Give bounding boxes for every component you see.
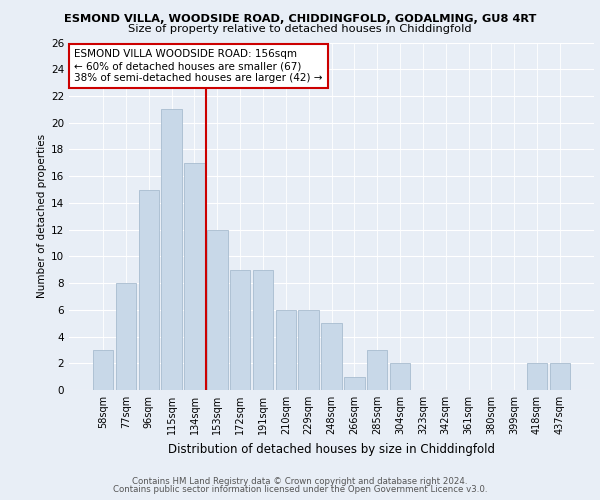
- Bar: [298, 310, 319, 390]
- Bar: [527, 364, 547, 390]
- Bar: [93, 350, 113, 390]
- Bar: [116, 283, 136, 390]
- Bar: [207, 230, 227, 390]
- Text: ESMOND VILLA, WOODSIDE ROAD, CHIDDINGFOLD, GODALMING, GU8 4RT: ESMOND VILLA, WOODSIDE ROAD, CHIDDINGFOL…: [64, 14, 536, 24]
- Bar: [275, 310, 296, 390]
- Bar: [550, 364, 570, 390]
- Bar: [184, 163, 205, 390]
- Bar: [321, 323, 342, 390]
- Bar: [253, 270, 273, 390]
- Text: ESMOND VILLA WOODSIDE ROAD: 156sqm
← 60% of detached houses are smaller (67)
38%: ESMOND VILLA WOODSIDE ROAD: 156sqm ← 60%…: [74, 50, 323, 82]
- X-axis label: Distribution of detached houses by size in Chiddingfold: Distribution of detached houses by size …: [168, 442, 495, 456]
- Text: Size of property relative to detached houses in Chiddingfold: Size of property relative to detached ho…: [128, 24, 472, 34]
- Bar: [390, 364, 410, 390]
- Bar: [161, 110, 182, 390]
- Bar: [230, 270, 250, 390]
- Bar: [139, 190, 159, 390]
- Bar: [344, 376, 365, 390]
- Bar: [367, 350, 388, 390]
- Text: Contains public sector information licensed under the Open Government Licence v3: Contains public sector information licen…: [113, 484, 487, 494]
- Y-axis label: Number of detached properties: Number of detached properties: [37, 134, 47, 298]
- Text: Contains HM Land Registry data © Crown copyright and database right 2024.: Contains HM Land Registry data © Crown c…: [132, 477, 468, 486]
